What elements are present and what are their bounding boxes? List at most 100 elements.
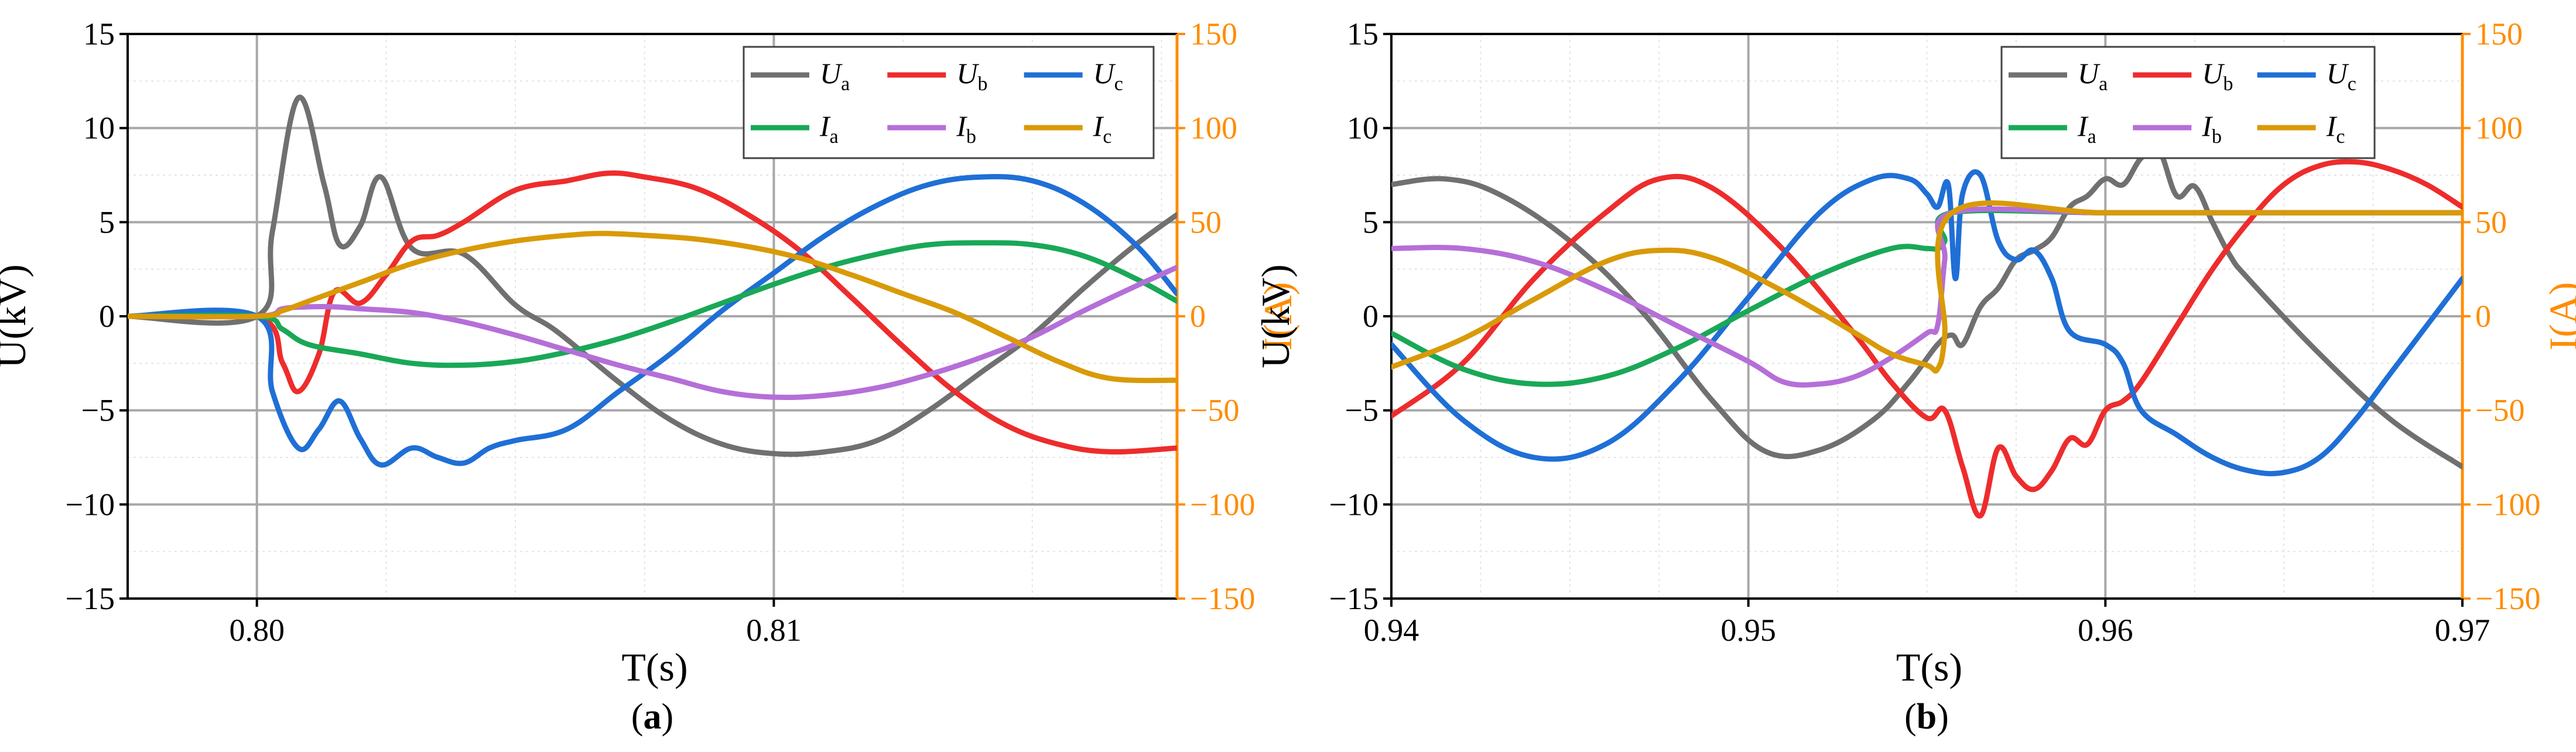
legend-label-main: I — [2201, 110, 2213, 142]
legend-label-sub: a — [2088, 126, 2096, 148]
y-tick-label: 0 — [99, 299, 115, 334]
x-tick-label: 0.81 — [746, 613, 802, 648]
legend-label-Ic: Ic — [1093, 110, 1112, 148]
series-line-Ib — [128, 264, 1177, 401]
legend-box — [743, 46, 1155, 159]
right-y-tick-label: 150 — [2475, 16, 2523, 52]
series-group — [1391, 145, 2462, 519]
right-y-tick-label: −100 — [2475, 487, 2540, 522]
y-axis-title: U(kV) — [0, 264, 34, 368]
series-line-Uc — [1391, 169, 2462, 477]
panel-label-open: ( — [1904, 697, 1917, 737]
panel-label-letter: b — [1917, 697, 1937, 737]
right-y-tick-label: 50 — [1190, 204, 1222, 240]
legend-label-sub: b — [2223, 73, 2233, 95]
y-tick-label: −10 — [66, 487, 115, 522]
panel-label-close: ) — [1937, 697, 1949, 737]
legend-box — [2000, 46, 2376, 159]
y-tick-label: 15 — [1347, 16, 1378, 52]
legend-label-main: I — [956, 110, 967, 142]
legend-label-sub: c — [1114, 73, 1123, 95]
y-tick-label: −15 — [1329, 581, 1378, 616]
panel-label: (a) — [631, 697, 673, 737]
series-line-Ub — [1391, 159, 2462, 519]
legend-label-sub: a — [830, 126, 839, 148]
right-y-tick-label: 0 — [2475, 299, 2491, 334]
y-tick-label: 10 — [83, 111, 115, 146]
legend-label-Ib: Ib — [956, 110, 976, 148]
right-y-tick-label: −150 — [1190, 581, 1255, 616]
legend-label-main: I — [2077, 110, 2089, 142]
right-y-tick-label: 150 — [1190, 16, 1237, 52]
x-tick-label: 0.96 — [2078, 613, 2133, 648]
legend-label-Ua: Ua — [2078, 57, 2108, 95]
series-line-Ua — [1391, 145, 2462, 470]
legend-label-main: U — [2327, 57, 2349, 90]
right-y-tick-label: 100 — [2475, 111, 2523, 146]
y-tick-label: 5 — [1363, 204, 1378, 240]
y-tick-label: 0 — [1363, 299, 1378, 334]
x-axis-title: T(s) — [1896, 645, 1962, 689]
legend-label-sub: a — [2099, 73, 2108, 95]
legend-label-sub: c — [2348, 73, 2356, 95]
legend-label-main: I — [1093, 110, 1104, 142]
y-tick-label: 15 — [83, 16, 115, 52]
legend-label-Ub: Ub — [2202, 57, 2233, 95]
legend-label-sub: c — [2336, 126, 2345, 148]
legend-label-main: U — [2078, 57, 2101, 90]
legend-label-Ub: Ub — [956, 57, 987, 95]
panel-label-letter: a — [644, 697, 662, 737]
legend-label-main: U — [956, 57, 979, 90]
legend-label-main: I — [819, 110, 831, 142]
series-line-Ub — [128, 170, 1177, 454]
series-line-Ic — [1391, 200, 2462, 374]
legend-label-main: I — [2326, 110, 2338, 142]
right-y-tick-label: 100 — [1190, 111, 1237, 146]
legend-label-sub: a — [841, 73, 850, 95]
y-tick-label: 10 — [1347, 111, 1378, 146]
right-y-tick-label: −100 — [1190, 487, 1255, 522]
right-y-axis-title: I(A) — [1255, 282, 1300, 350]
series-line-Uc — [128, 174, 1177, 468]
right-y-tick-label: 50 — [2475, 204, 2507, 240]
x-tick-label: 0.95 — [1720, 613, 1776, 648]
x-tick-label: 0.94 — [1364, 613, 1419, 648]
right-y-axis-title: I(A) — [2541, 282, 2576, 350]
legend-label-sub: b — [966, 126, 976, 148]
legend-label-Ia: Ia — [819, 110, 839, 148]
legend-label-Uc: Uc — [1093, 57, 1123, 95]
x-tick-label: 0.97 — [2435, 613, 2491, 648]
right-y-tick-label: −50 — [2475, 393, 2524, 428]
legend-label-Ic: Ic — [2326, 110, 2345, 148]
panel-label: (b) — [1904, 697, 1949, 737]
legend-label-sub: b — [2212, 126, 2222, 148]
series-line-Ia — [128, 240, 1177, 368]
series-line-Ic — [128, 231, 1177, 384]
series-line-Ua — [128, 94, 1177, 457]
legend-label-sub: b — [977, 73, 987, 95]
series-group — [128, 94, 1177, 468]
panel-label-open: ( — [631, 697, 644, 737]
legend-label-Ia: Ia — [2077, 110, 2096, 148]
legend-label-Ua: Ua — [820, 57, 850, 95]
right-y-tick-label: −150 — [2475, 581, 2540, 616]
legend-label-main: U — [1093, 57, 1116, 90]
right-y-tick-label: 0 — [1190, 299, 1206, 334]
y-tick-label: −15 — [66, 581, 115, 616]
y-tick-label: −10 — [1329, 487, 1378, 522]
legend-label-main: U — [2202, 57, 2225, 90]
legend-label-main: U — [820, 57, 843, 90]
x-tick-label: 0.80 — [229, 613, 285, 648]
x-axis-title: T(s) — [621, 645, 687, 689]
legend-label-sub: c — [1103, 126, 1111, 148]
right-y-tick-label: −50 — [1190, 393, 1239, 428]
y-tick-label: −5 — [1345, 393, 1378, 428]
y-axis-title: U(kV) — [1253, 264, 1298, 368]
y-tick-label: −5 — [81, 393, 115, 428]
